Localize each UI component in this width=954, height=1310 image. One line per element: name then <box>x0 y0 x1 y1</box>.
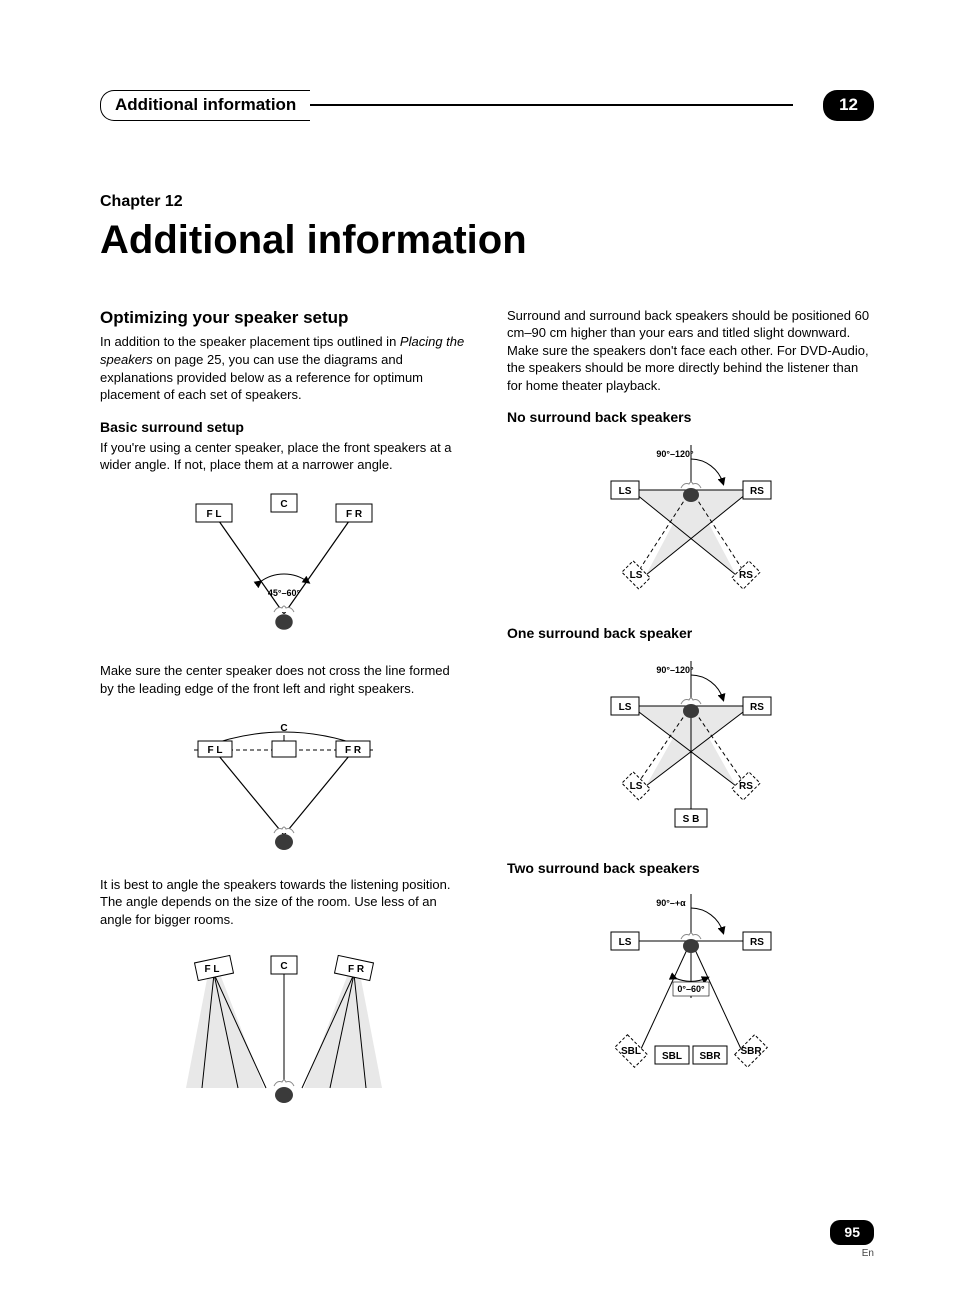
subheading-basic-surround: Basic surround setup <box>100 418 467 437</box>
chapter-title: Additional information <box>100 213 874 267</box>
svg-text:RS: RS <box>750 486 764 497</box>
svg-text:LS: LS <box>618 702 631 713</box>
svg-text:F L: F L <box>206 509 221 520</box>
svg-text:C: C <box>280 961 287 972</box>
intro-paragraph: In addition to the speaker placement tip… <box>100 333 467 403</box>
svg-text:SBL: SBL <box>662 1051 682 1062</box>
svg-text:F L: F L <box>204 964 219 975</box>
svg-text:0°–60°: 0°–60° <box>677 984 705 994</box>
svg-text:90°–120°: 90°–120° <box>656 665 694 675</box>
page-number: 95 <box>830 1220 874 1245</box>
right-column: Surround and surround back speakers shou… <box>507 307 874 1127</box>
diagram-no-sb: 90°–120° LS RS LS RS <box>507 435 874 610</box>
svg-text:F R: F R <box>344 745 361 756</box>
diagram-center-line: C F L F R <box>100 707 467 862</box>
subheading-one-sb: One surround back speaker <box>507 624 874 643</box>
diagram-speaker-fan: F L C F R <box>100 938 467 1113</box>
language-label: En <box>830 1247 874 1261</box>
svg-text:LS: LS <box>618 486 631 497</box>
page-header: Additional information 12 <box>100 90 874 121</box>
svg-text:SBL: SBL <box>621 1046 641 1057</box>
svg-text:F R: F R <box>347 964 364 975</box>
svg-text:LS: LS <box>629 570 642 581</box>
svg-text:C: C <box>280 499 287 510</box>
svg-text:S B: S B <box>682 814 699 825</box>
svg-text:LS: LS <box>618 937 631 948</box>
svg-text:LS: LS <box>629 781 642 792</box>
chapter-number-badge: 12 <box>823 90 874 121</box>
footer: 95 En <box>830 1220 874 1260</box>
svg-text:SBR: SBR <box>740 1046 762 1057</box>
section-heading: Optimizing your speaker setup <box>100 307 467 330</box>
surround-intro: Surround and surround back speakers shou… <box>507 307 874 395</box>
svg-text:45°–60°: 45°–60° <box>267 588 300 598</box>
svg-text:SBR: SBR <box>699 1051 721 1062</box>
chapter-label: Chapter 12 <box>100 191 874 213</box>
header-rule <box>310 104 793 106</box>
svg-text:RS: RS <box>739 570 753 581</box>
svg-text:RS: RS <box>739 781 753 792</box>
svg-text:RS: RS <box>750 702 764 713</box>
diagram-one-sb: 90°–120° LS RS LS RS S B <box>507 651 874 846</box>
para-speaker-angle: It is best to angle the speakers towards… <box>100 876 467 929</box>
para-center-line: Make sure the center speaker does not cr… <box>100 662 467 697</box>
svg-text:C: C <box>280 723 287 734</box>
svg-text:90°–120°: 90°–120° <box>656 449 694 459</box>
para-front-angle: If you're using a center speaker, place … <box>100 439 467 474</box>
svg-text:F R: F R <box>345 509 362 520</box>
subheading-no-sb: No surround back speakers <box>507 408 874 427</box>
header-section-title: Additional information <box>100 90 310 121</box>
svg-text:90°–+α: 90°–+α <box>656 898 686 908</box>
svg-text:F L: F L <box>207 745 222 756</box>
diagram-front-angle: 45°–60° F L C F R <box>100 484 467 649</box>
svg-text:RS: RS <box>750 937 764 948</box>
diagram-two-sb: 90°–+α 0°–60° LS RS SBL SBR SBL SBR <box>507 886 874 1091</box>
subheading-two-sb: Two surround back speakers <box>507 859 874 878</box>
left-column: Optimizing your speaker setup In additio… <box>100 307 467 1127</box>
